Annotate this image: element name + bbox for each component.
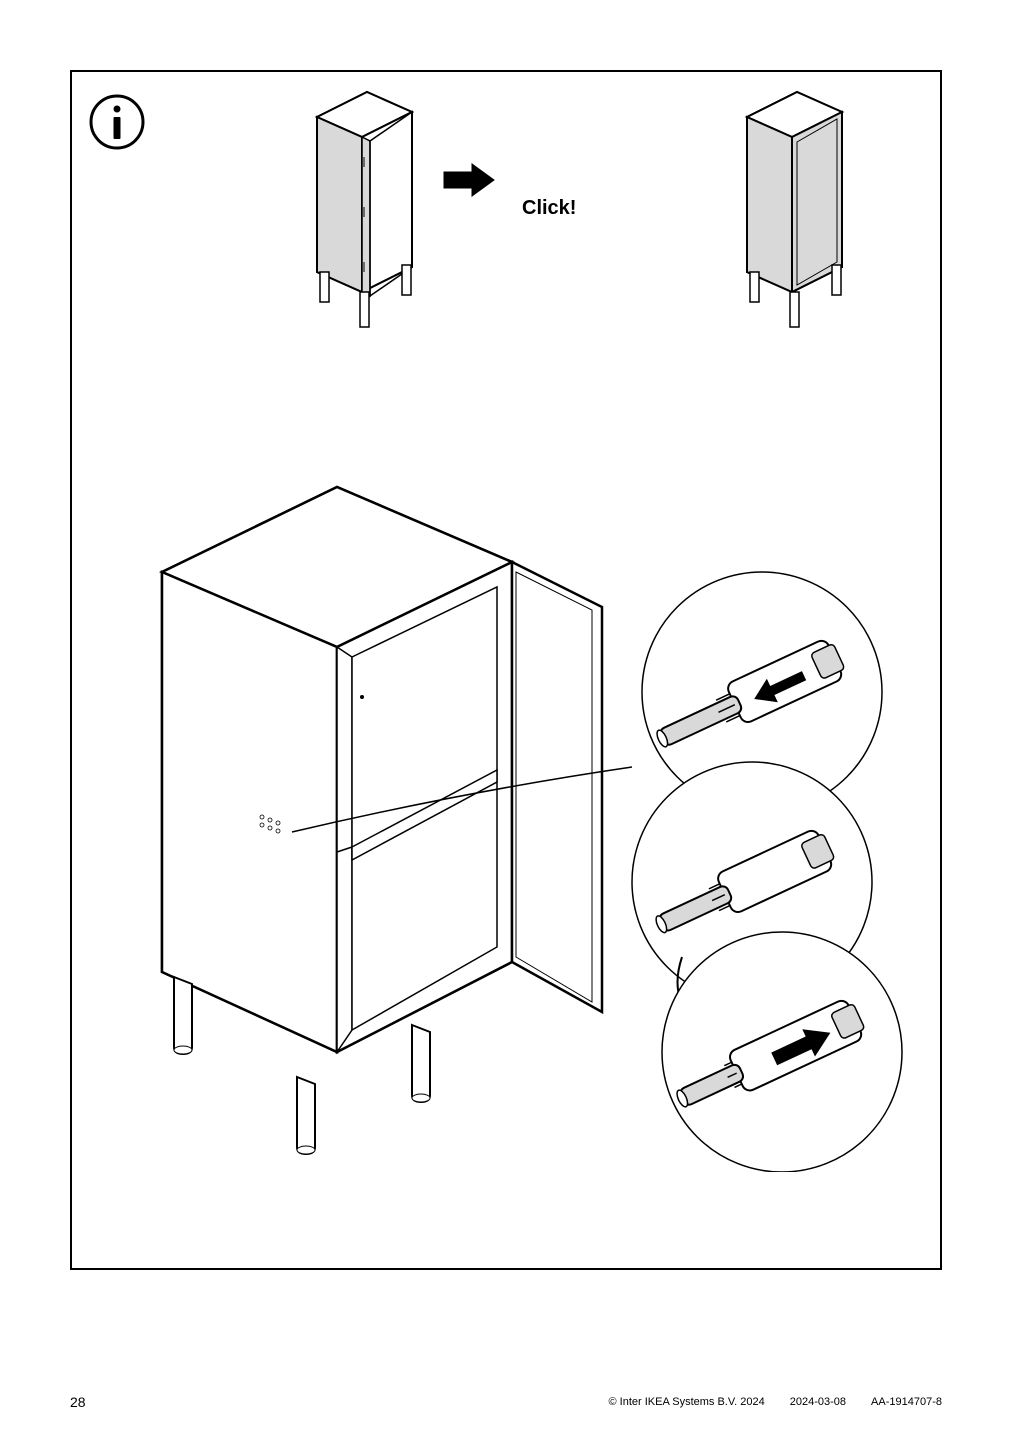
page-footer: 28 © Inter IKEA Systems B.V. 2024 2024-0… xyxy=(70,1392,942,1412)
footer-meta: © Inter IKEA Systems B.V. 2024 2024-03-0… xyxy=(608,1396,942,1408)
info-icon xyxy=(87,92,147,152)
hinge-detail-circles xyxy=(632,572,902,1172)
cabinet-large-open xyxy=(162,487,602,1154)
main-hinge-diagram xyxy=(112,472,912,1172)
cabinet-door-closed-small xyxy=(702,87,882,347)
cabinet-door-open-small xyxy=(272,87,452,347)
doc-number-text: AA-1914707-8 xyxy=(871,1396,942,1408)
page-frame: Click! xyxy=(70,70,942,1270)
arrow-right-icon xyxy=(442,162,497,198)
click-label: Click! xyxy=(522,197,576,220)
copyright-text: © Inter IKEA Systems B.V. 2024 xyxy=(608,1396,764,1408)
page-number: 28 xyxy=(70,1394,86,1410)
date-text: 2024-03-08 xyxy=(790,1396,846,1408)
